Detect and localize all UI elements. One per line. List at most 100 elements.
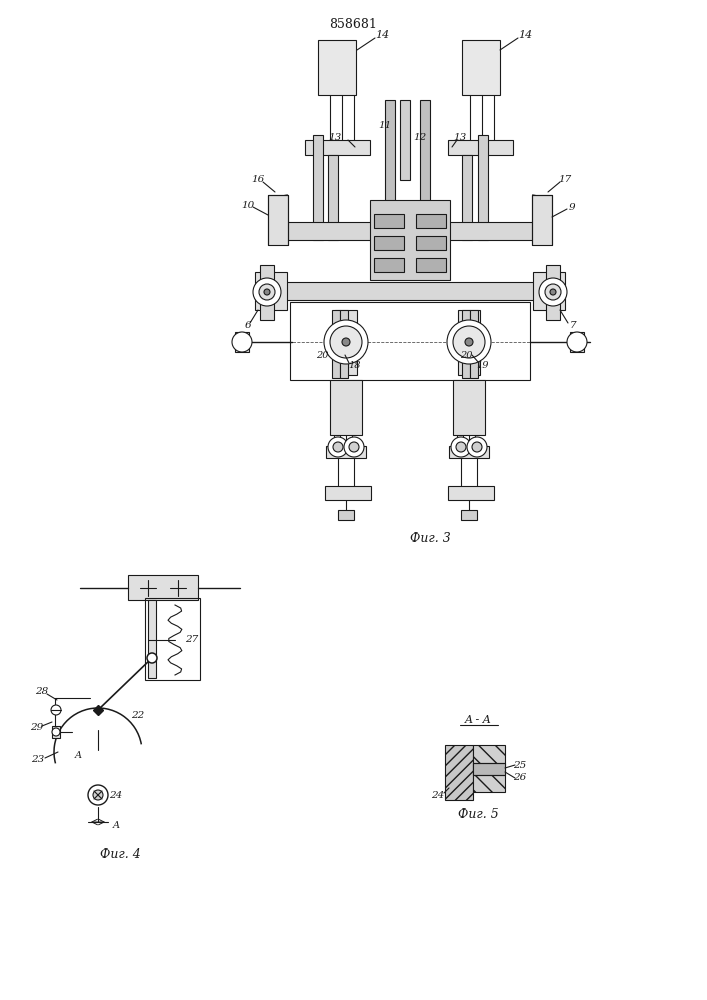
Text: 24: 24	[431, 790, 445, 800]
Bar	[374, 258, 404, 272]
Bar	[318, 40, 356, 95]
Text: 13: 13	[453, 133, 467, 142]
Circle shape	[545, 284, 561, 300]
Bar	[332, 310, 340, 378]
Bar	[458, 310, 480, 375]
Bar	[374, 214, 404, 228]
Bar	[338, 510, 354, 520]
Text: 24: 24	[110, 790, 122, 800]
Bar	[268, 195, 288, 245]
Bar	[448, 140, 513, 155]
Bar	[461, 510, 477, 520]
Text: 13: 13	[328, 133, 341, 142]
Bar	[330, 380, 362, 435]
Text: Фиг. 4: Фиг. 4	[100, 848, 141, 861]
Text: 9: 9	[568, 202, 575, 212]
Text: 7: 7	[570, 320, 576, 330]
Text: 22: 22	[132, 710, 145, 720]
Bar	[148, 600, 156, 678]
Circle shape	[264, 289, 270, 295]
Text: 20: 20	[460, 351, 472, 360]
Bar	[473, 745, 505, 792]
Bar	[400, 100, 410, 180]
Text: 14: 14	[375, 30, 389, 40]
Text: 26: 26	[513, 774, 527, 782]
Circle shape	[567, 332, 587, 352]
Bar	[326, 446, 366, 458]
Bar	[52, 726, 60, 738]
Text: 10: 10	[241, 200, 255, 210]
Text: 18: 18	[349, 360, 361, 369]
Circle shape	[465, 338, 473, 346]
Circle shape	[52, 728, 60, 736]
Circle shape	[349, 442, 359, 452]
Circle shape	[93, 790, 103, 800]
Bar	[145, 598, 200, 680]
Circle shape	[232, 332, 252, 352]
Bar	[462, 155, 472, 240]
Circle shape	[328, 437, 348, 457]
Circle shape	[333, 442, 343, 452]
Bar	[340, 310, 348, 378]
Text: 6: 6	[245, 320, 251, 330]
Bar	[449, 446, 489, 458]
Bar	[473, 763, 505, 775]
Bar	[546, 265, 560, 320]
Circle shape	[88, 785, 108, 805]
Bar	[570, 332, 584, 352]
Text: 25: 25	[513, 760, 527, 770]
Text: A: A	[74, 750, 81, 760]
Bar	[285, 222, 535, 240]
Bar	[470, 310, 478, 378]
Bar	[305, 140, 370, 155]
Circle shape	[51, 705, 61, 715]
Text: 28: 28	[35, 688, 49, 696]
Bar	[462, 310, 470, 378]
Circle shape	[451, 437, 471, 457]
Circle shape	[472, 442, 482, 452]
Text: 19: 19	[477, 360, 489, 369]
Circle shape	[467, 437, 487, 457]
Bar	[385, 100, 395, 220]
Bar	[255, 272, 287, 310]
Circle shape	[447, 320, 491, 364]
Text: 29: 29	[30, 724, 44, 732]
Bar	[370, 200, 450, 280]
Text: 20: 20	[316, 351, 328, 360]
Bar	[532, 195, 552, 245]
Circle shape	[330, 326, 362, 358]
Circle shape	[539, 278, 567, 306]
Text: 14: 14	[518, 30, 532, 40]
Bar	[260, 265, 274, 320]
Bar	[448, 486, 494, 500]
Circle shape	[147, 653, 157, 663]
Text: A - A: A - A	[464, 715, 491, 725]
Bar	[128, 575, 198, 600]
Text: A: A	[112, 820, 119, 830]
Bar	[285, 282, 535, 300]
Bar	[533, 272, 565, 310]
Circle shape	[253, 278, 281, 306]
Bar	[290, 302, 530, 380]
Circle shape	[342, 338, 350, 346]
Bar	[374, 236, 404, 250]
Bar	[313, 135, 323, 240]
Text: 17: 17	[559, 176, 572, 184]
Circle shape	[453, 326, 485, 358]
Text: 11: 11	[378, 120, 392, 129]
Circle shape	[550, 289, 556, 295]
Bar	[478, 135, 488, 240]
Text: 23: 23	[31, 756, 45, 764]
Bar	[462, 40, 500, 95]
Circle shape	[259, 284, 275, 300]
Bar	[420, 100, 430, 220]
Text: 27: 27	[185, 636, 199, 645]
Bar	[416, 236, 446, 250]
Circle shape	[324, 320, 368, 364]
Text: Фиг. 5: Фиг. 5	[457, 808, 498, 822]
Bar	[416, 214, 446, 228]
Bar	[328, 155, 338, 240]
Bar	[235, 332, 249, 352]
Text: 12: 12	[414, 133, 426, 142]
Bar	[325, 486, 371, 500]
